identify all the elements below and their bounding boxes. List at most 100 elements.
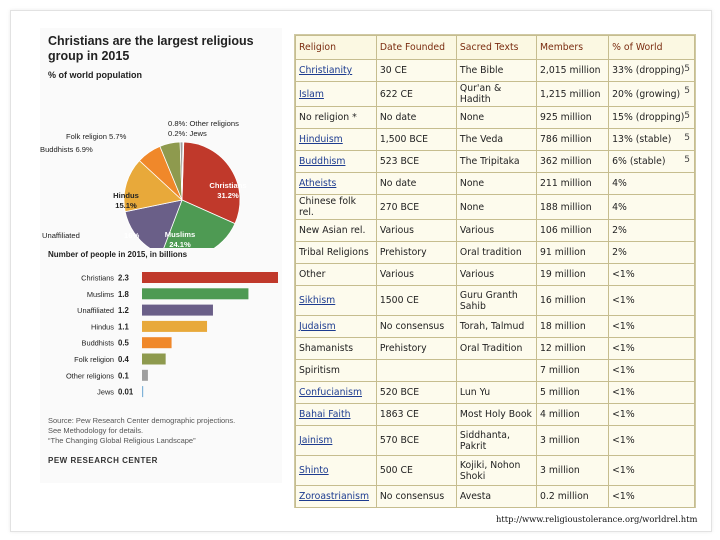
- cell-sacred-texts: The Bible: [455, 59, 537, 82]
- religion-link[interactable]: Buddhism: [299, 156, 346, 167]
- cell-sacred-texts: Kojiki, Nohon Shoki: [455, 455, 537, 486]
- table-row: Spiritism 7 million <1%: [295, 359, 695, 382]
- pew-infographic: Christians are the largest religious gro…: [40, 28, 282, 483]
- source-line: “The Changing Global Religious Landscape…: [48, 436, 196, 445]
- infographic-title: Christians are the largest religious gro…: [48, 34, 254, 63]
- table-row: New Asian rel. Various Various 106 million 2…: [295, 219, 695, 242]
- religion-link[interactable]: Shinto: [299, 465, 329, 476]
- cell-date-founded: [375, 359, 457, 382]
- cell-percent-world: <1%: [608, 285, 695, 316]
- religion-link[interactable]: Bahai Faith: [299, 409, 351, 420]
- percent-text: 4%: [612, 178, 627, 189]
- cell-sacred-texts: None: [455, 106, 537, 129]
- table-row: Tribal Religions Prehistory Oral tradition…: [295, 241, 695, 264]
- religion-link[interactable]: Hinduism: [299, 134, 343, 145]
- cell-date-founded: 500 CE: [375, 455, 457, 486]
- cell-sacred-texts: None: [455, 172, 537, 195]
- bar-unaffiliated: [142, 304, 213, 316]
- percent-text: <1%: [612, 409, 635, 420]
- percent-text: <1%: [612, 435, 635, 446]
- percent-text: <1%: [612, 343, 635, 354]
- religion-link[interactable]: Confucianism: [299, 387, 363, 398]
- percent-text: <1%: [612, 387, 635, 398]
- cell-sacred-texts: Various: [455, 219, 537, 242]
- religion-link[interactable]: Judaism: [299, 321, 336, 332]
- religion-link[interactable]: Christianity: [299, 65, 353, 76]
- cell-sacred-texts: Most Holy Book: [455, 403, 537, 426]
- bar-chart: Christians 2.3 Muslims 1.8 Unaffiliated 1.2 Hi…: [66, 272, 278, 398]
- cell-percent-world: 4%: [608, 172, 695, 195]
- cell-percent-world: <1%: [608, 425, 695, 456]
- bar-buddhists: [142, 337, 172, 349]
- footnote-marker: 5: [684, 86, 690, 96]
- bar-hindus: [142, 320, 208, 332]
- religion-link[interactable]: Atheists: [299, 178, 337, 189]
- cell-sacred-texts: Various: [455, 263, 537, 286]
- pie-slice-jews: [181, 141, 185, 201]
- bar-value-label: 0.5: [118, 339, 130, 348]
- cell-members: 2,015 million: [535, 59, 610, 82]
- cell-sacred-texts: Qur'an & Hadith: [455, 81, 537, 107]
- pie-slice-christians: [181, 141, 241, 225]
- cell-date-founded: Various: [375, 219, 457, 242]
- percent-text: 20% (growing): [612, 88, 681, 100]
- cell-religion: Buddhism: [295, 150, 377, 173]
- cell-percent-world: <1%: [608, 315, 695, 338]
- bar-category-label: Buddhists: [82, 339, 115, 348]
- table-header-row: Religion Date Founded Sacred Texts Membe…: [295, 35, 695, 60]
- header-date-founded: Date Founded: [375, 35, 457, 60]
- table-row: Chinese folk rel. 270 BCE None 188 million 4…: [295, 194, 695, 220]
- cell-members: 5 million: [535, 381, 610, 404]
- bar-muslims: [142, 288, 249, 300]
- cell-religion: Islam: [295, 81, 377, 107]
- table-row: Other Various Various 19 million <1%: [295, 263, 695, 286]
- cell-sacred-texts: The Veda: [455, 128, 537, 151]
- bar-value-label: 0.01: [118, 388, 134, 397]
- cell-members: 106 million: [535, 219, 610, 242]
- source-url: http://www.religioustolerance.org/worldr…: [496, 514, 698, 524]
- table-row: Judaism No consensus Torah, Talmud 18 milli…: [295, 315, 695, 338]
- cell-members: 362 million: [535, 150, 610, 173]
- cell-date-founded: 270 BCE: [375, 194, 457, 220]
- religion-link[interactable]: Zoroastrianism: [299, 491, 370, 502]
- cell-religion: Shamanists: [295, 337, 377, 360]
- bar-category-label: Folk religion: [74, 355, 114, 364]
- cell-date-founded: No date: [375, 172, 457, 195]
- cell-members: 786 million: [535, 128, 610, 151]
- bar-value-label: 1.1: [118, 322, 130, 331]
- pie-label: 0.2%: Jews: [168, 129, 207, 138]
- cell-members: 0.2 million: [535, 485, 610, 508]
- table-row: Bahai Faith 1863 CE Most Holy Book 4 millio…: [295, 403, 695, 426]
- cell-date-founded: 523 BCE: [375, 150, 457, 173]
- religion-link[interactable]: Jainism: [299, 435, 333, 446]
- table-row: Shinto 500 CE Kojiki, Nohon Shoki 3 million…: [295, 455, 695, 486]
- religion-link[interactable]: Sikhism: [299, 295, 336, 306]
- source-note: Source: Pew Research Center demographic …: [48, 416, 276, 446]
- cell-sacred-texts: Oral Tradition: [455, 337, 537, 360]
- cell-members: 18 million: [535, 315, 610, 338]
- cell-sacred-texts: Siddhanta, Pakrit: [455, 425, 537, 456]
- cell-percent-world: 33% (dropping) 5: [608, 59, 695, 82]
- cell-sacred-texts: Torah, Talmud: [455, 315, 537, 338]
- cell-date-founded: Prehistory: [375, 241, 457, 264]
- cell-members: 12 million: [535, 337, 610, 360]
- cell-religion: Bahai Faith: [295, 403, 377, 426]
- cell-members: 188 million: [535, 194, 610, 220]
- percent-text: 2%: [612, 247, 627, 258]
- cell-religion: Spiritism: [295, 359, 377, 382]
- cell-members: 925 million: [535, 106, 610, 129]
- pie-label: Christians: [209, 181, 246, 190]
- cell-date-founded: No date: [375, 106, 457, 129]
- cell-percent-world: <1%: [608, 485, 695, 508]
- cell-religion: Other: [295, 263, 377, 286]
- pie-label: 0.8%: Other religions: [168, 119, 239, 128]
- cell-sacred-texts: The Tripitaka: [455, 150, 537, 173]
- cell-religion: Shinto: [295, 455, 377, 486]
- cell-percent-world: <1%: [608, 403, 695, 426]
- pie-slice-hindus: [123, 160, 183, 213]
- religion-link[interactable]: Islam: [299, 88, 324, 100]
- percent-text: 15% (dropping): [612, 112, 685, 123]
- cell-members: 4 million: [535, 403, 610, 426]
- bar-christians: [142, 272, 278, 283]
- cell-percent-world: 20% (growing) 5: [608, 81, 695, 107]
